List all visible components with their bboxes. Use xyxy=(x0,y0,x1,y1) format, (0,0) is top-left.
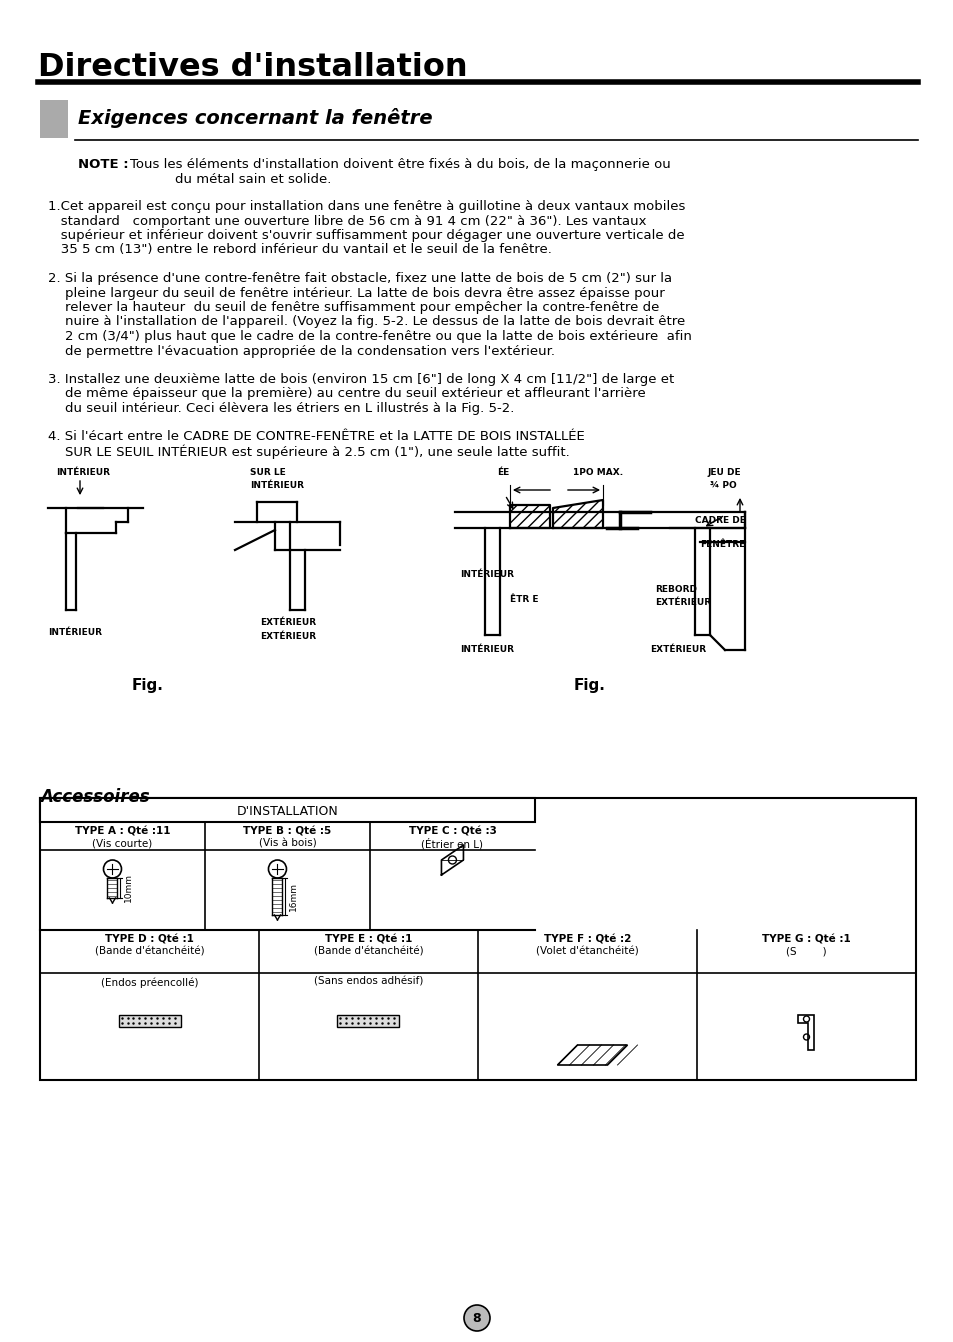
Text: Tous les éléments d'installation doivent être fixés à du bois, de la maçonnerie : Tous les éléments d'installation doivent… xyxy=(130,158,670,170)
Text: EXTÉRIEUR: EXTÉRIEUR xyxy=(260,632,315,641)
Text: TYPE G : Qté :1: TYPE G : Qté :1 xyxy=(761,934,850,943)
Text: du seuil intérieur. Ceci élèvera les étriers en L illustrés à la Fig. 5-2.: du seuil intérieur. Ceci élèvera les étr… xyxy=(48,403,514,415)
Bar xyxy=(40,101,68,138)
Text: EXTÉRIEUR: EXTÉRIEUR xyxy=(649,646,705,654)
Text: CADRE DE: CADRE DE xyxy=(695,517,745,525)
Text: 10mm: 10mm xyxy=(124,874,132,903)
Text: (Endos préencollé): (Endos préencollé) xyxy=(101,977,198,988)
Text: relever la hauteur  du seuil de fenêtre suffisamment pour empêcher la contre-fen: relever la hauteur du seuil de fenêtre s… xyxy=(48,301,659,314)
Text: ¾ PO: ¾ PO xyxy=(709,480,736,490)
Polygon shape xyxy=(557,1045,627,1066)
Text: 1PO MAX.: 1PO MAX. xyxy=(573,468,622,476)
Polygon shape xyxy=(798,1015,814,1049)
Text: (Bande d'étanchéité): (Bande d'étanchéité) xyxy=(314,946,423,956)
Text: (S        ): (S ) xyxy=(785,946,826,956)
Text: REBORD: REBORD xyxy=(655,585,697,595)
Bar xyxy=(40,798,915,1080)
Text: TYPE E : Qté :1: TYPE E : Qté :1 xyxy=(324,934,412,943)
Text: TYPE B : Qté :5: TYPE B : Qté :5 xyxy=(243,825,332,836)
Bar xyxy=(40,798,535,823)
Text: INTÉRIEUR: INTÉRIEUR xyxy=(56,468,110,476)
Text: Directives d'installation: Directives d'installation xyxy=(38,52,467,83)
Text: (Sans endos adhésif): (Sans endos adhésif) xyxy=(314,977,423,986)
Text: TYPE C : Qté :3: TYPE C : Qté :3 xyxy=(408,825,496,836)
Text: SUR LE SEUIL INTÉRIEUR est supérieure à 2.5 cm (1"), une seule latte suffit.: SUR LE SEUIL INTÉRIEUR est supérieure à … xyxy=(48,444,569,459)
Text: INTÉRIEUR: INTÉRIEUR xyxy=(459,570,514,578)
Text: 8: 8 xyxy=(472,1311,481,1325)
Text: NOTE :: NOTE : xyxy=(78,158,129,170)
Bar xyxy=(118,1015,180,1027)
Text: de même épaisseur que la première) au centre du seuil extérieur et affleurant l': de même épaisseur que la première) au ce… xyxy=(48,388,645,400)
Text: EXTÉRIEUR: EXTÉRIEUR xyxy=(260,619,315,627)
Text: ÊTR E: ÊTR E xyxy=(510,595,537,604)
Text: 4. Si l'écart entre le CADRE DE CONTRE-FENÊTRE et la LATTE DE BOIS INSTALLÉE: 4. Si l'écart entre le CADRE DE CONTRE-F… xyxy=(48,429,584,443)
Text: (Vis à bois): (Vis à bois) xyxy=(258,837,316,848)
Text: 2 cm (3/4") plus haut que le cadre de la contre-fenêtre ou que la latte de bois : 2 cm (3/4") plus haut que le cadre de la… xyxy=(48,330,691,344)
Text: INTÉRIEUR: INTÉRIEUR xyxy=(459,646,514,654)
Text: Fig.: Fig. xyxy=(132,678,164,692)
Text: (Volet d'étanchéité): (Volet d'étanchéité) xyxy=(536,946,639,956)
Text: SUR LE: SUR LE xyxy=(250,468,286,476)
Text: 35 5 cm (13") entre le rebord inférieur du vantail et le seuil de la fenêtre.: 35 5 cm (13") entre le rebord inférieur … xyxy=(48,243,551,256)
Text: (Bande d'étanchéité): (Bande d'étanchéité) xyxy=(94,946,204,956)
Circle shape xyxy=(463,1304,490,1331)
Text: du métal sain et solide.: du métal sain et solide. xyxy=(174,173,331,187)
Text: de permettre l'évacuation appropriée de la condensation vers l'extérieur.: de permettre l'évacuation appropriée de … xyxy=(48,345,555,357)
Text: D'INSTALLATION: D'INSTALLATION xyxy=(236,805,338,819)
Bar xyxy=(337,1015,399,1027)
Text: 16mm: 16mm xyxy=(289,882,297,911)
Text: nuire à l'installation de l'appareil. (Voyez la fig. 5-2. Le dessus de la latte : nuire à l'installation de l'appareil. (V… xyxy=(48,315,684,329)
Text: (Vis courte): (Vis courte) xyxy=(92,837,152,848)
Text: JEU DE: JEU DE xyxy=(706,468,740,476)
Text: supérieur et inférieur doivent s'ouvrir suffisamment pour dégager une ouverture : supérieur et inférieur doivent s'ouvrir … xyxy=(48,229,684,242)
Text: 3. Installez une deuxième latte de bois (environ 15 cm [6"] de long X 4 cm [11/2: 3. Installez une deuxième latte de bois … xyxy=(48,373,674,386)
Text: INTÉRIEUR: INTÉRIEUR xyxy=(250,480,304,490)
Text: standard   comportant une ouverture libre de 56 cm à 91 4 cm (22" à 36"). Les va: standard comportant une ouverture libre … xyxy=(48,215,646,228)
Text: Exigences concernant la fenêtre: Exigences concernant la fenêtre xyxy=(78,107,432,127)
Text: TYPE D : Qté :1: TYPE D : Qté :1 xyxy=(105,934,193,943)
Text: FENÊTRE: FENÊTRE xyxy=(700,539,744,549)
Text: TYPE A : Qté :11: TYPE A : Qté :11 xyxy=(74,825,170,836)
Text: 2. Si la présence d'une contre-fenêtre fait obstacle, fixez une latte de bois de: 2. Si la présence d'une contre-fenêtre f… xyxy=(48,272,672,285)
Text: INTÉRIEUR: INTÉRIEUR xyxy=(48,628,102,637)
Text: pleine largeur du seuil de fenêtre intérieur. La latte de bois devra être assez : pleine largeur du seuil de fenêtre intér… xyxy=(48,286,664,299)
Text: (Étrier en L): (Étrier en L) xyxy=(421,837,483,849)
Text: Accessoires: Accessoires xyxy=(40,788,150,807)
Text: EXTÉRIEUR: EXTÉRIEUR xyxy=(655,599,710,607)
Text: 1.Cet appareil est conçu pour installation dans une fenêtre à guillotine à deux : 1.Cet appareil est conçu pour installati… xyxy=(48,200,684,213)
Text: ÉE: ÉE xyxy=(497,468,509,476)
Text: Fig.: Fig. xyxy=(574,678,605,692)
Text: TYPE F : Qté :2: TYPE F : Qté :2 xyxy=(543,934,631,943)
